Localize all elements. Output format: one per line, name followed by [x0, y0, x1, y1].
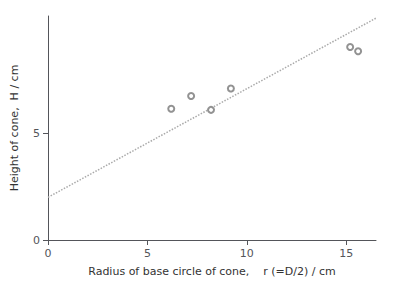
svg-text:5: 5 [33, 127, 40, 140]
svg-text:0: 0 [45, 247, 52, 260]
svg-text:5: 5 [144, 247, 151, 260]
svg-text:Height of cone, H / cm: Height of cone, H / cm [8, 65, 21, 192]
svg-text:15: 15 [339, 247, 353, 260]
svg-text:10: 10 [240, 247, 254, 260]
svg-text:Radius of base circle of cone,: Radius of base circle of cone, r (=D/2) … [88, 265, 336, 278]
svg-text:0: 0 [33, 234, 40, 247]
